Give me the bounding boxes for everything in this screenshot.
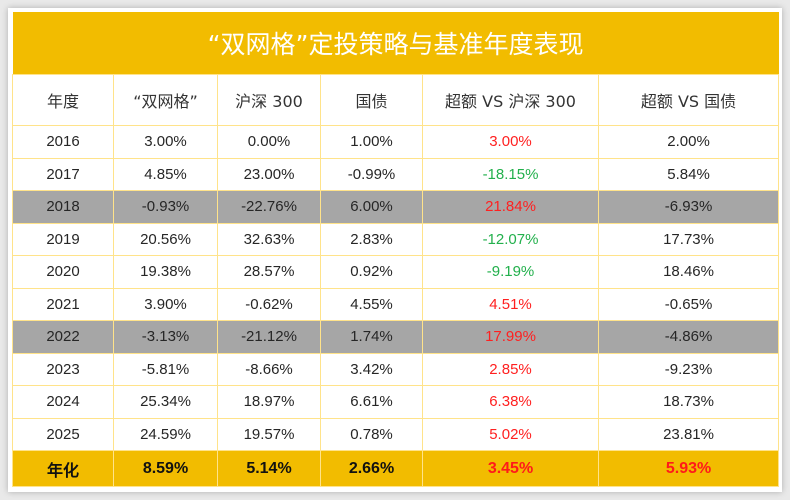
- value-cell: 2.83%: [320, 222, 423, 256]
- value-cell: 6.38%: [422, 385, 599, 419]
- value-cell: 28.57%: [217, 255, 321, 289]
- value-cell: 4.55%: [320, 287, 423, 321]
- value-cell: -0.62%: [217, 287, 321, 321]
- year-cell: 2016: [12, 125, 114, 159]
- value-cell: 23.00%: [217, 157, 321, 191]
- annualized-value: 3.45%: [422, 450, 599, 487]
- value-cell: 18.97%: [217, 385, 321, 419]
- annualized-label: 年化: [12, 450, 114, 487]
- value-cell: 5.02%: [422, 417, 599, 451]
- value-cell: 24.59%: [113, 417, 218, 451]
- value-cell: -4.86%: [597, 320, 780, 354]
- value-cell: -5.81%: [113, 352, 218, 386]
- value-cell: 5.84%: [597, 157, 780, 191]
- table-row: 2025 24.59% 19.57% 0.78% 5.02% 23.81%: [12, 417, 780, 451]
- value-cell: -9.19%: [422, 255, 599, 289]
- value-cell: 0.00%: [217, 125, 321, 159]
- value-cell: -18.15%: [422, 157, 599, 191]
- value-cell: 0.92%: [320, 255, 423, 289]
- year-cell: 2023: [12, 352, 114, 386]
- value-cell: 3.90%: [113, 287, 218, 321]
- value-cell: 18.46%: [597, 255, 780, 289]
- year-cell: 2019: [12, 222, 114, 256]
- column-header: “双网格”: [113, 74, 218, 126]
- value-cell: 23.81%: [597, 417, 780, 451]
- value-cell: -3.13%: [113, 320, 218, 354]
- value-cell: 17.73%: [597, 222, 780, 256]
- value-cell: -0.99%: [320, 157, 423, 191]
- value-cell: -8.66%: [217, 352, 321, 386]
- value-cell: -0.93%: [113, 190, 218, 224]
- value-cell: -22.76%: [217, 190, 321, 224]
- column-header: 年度: [12, 74, 114, 126]
- table-row: 2020 19.38% 28.57% 0.92% -9.19% 18.46%: [12, 255, 780, 289]
- table-row: 2018 -0.93% -22.76% 6.00% 21.84% -6.93%: [12, 190, 780, 224]
- value-cell: 19.57%: [217, 417, 321, 451]
- year-cell: 2020: [12, 255, 114, 289]
- value-cell: -21.12%: [217, 320, 321, 354]
- table-row: 2023 -5.81% -8.66% 3.42% 2.85% -9.23%: [12, 352, 780, 386]
- value-cell: 20.56%: [113, 222, 218, 256]
- table-row: 2022 -3.13% -21.12% 1.74% 17.99% -4.86%: [12, 320, 780, 354]
- value-cell: 0.78%: [320, 417, 423, 451]
- annualized-value: 2.66%: [320, 450, 423, 487]
- year-cell: 2018: [12, 190, 114, 224]
- value-cell: 19.38%: [113, 255, 218, 289]
- value-cell: -6.93%: [597, 190, 780, 224]
- value-cell: 2.85%: [422, 352, 599, 386]
- annualized-row: 年化 8.59% 5.14% 2.66% 3.45% 5.93%: [12, 450, 780, 487]
- value-cell: 2.00%: [597, 125, 780, 159]
- column-header: 国债: [320, 74, 423, 126]
- value-cell: 3.00%: [113, 125, 218, 159]
- table-row: 2021 3.90% -0.62% 4.55% 4.51% -0.65%: [12, 287, 780, 321]
- value-cell: -12.07%: [422, 222, 599, 256]
- table-row: 2019 20.56% 32.63% 2.83% -12.07% 17.73%: [12, 222, 780, 256]
- annualized-value: 8.59%: [113, 450, 218, 487]
- column-header: 超额 VS 沪深 300: [422, 74, 599, 126]
- value-cell: -9.23%: [597, 352, 780, 386]
- value-cell: 1.00%: [320, 125, 423, 159]
- annualized-value: 5.93%: [597, 450, 780, 487]
- annual-performance-table: “双网格”定投策略与基准年度表现 年度 “双网格” 沪深 300 国债 超额 VS 沪深…: [12, 12, 780, 487]
- year-cell: 2025: [12, 417, 114, 451]
- value-cell: -0.65%: [597, 287, 780, 321]
- value-cell: 32.63%: [217, 222, 321, 256]
- value-cell: 6.00%: [320, 190, 423, 224]
- header-row: 年度 “双网格” 沪深 300 国债 超额 VS 沪深 300 超额 VS 国债: [12, 74, 780, 126]
- year-cell: 2024: [12, 385, 114, 419]
- year-cell: 2017: [12, 157, 114, 191]
- table-row: 2024 25.34% 18.97% 6.61% 6.38% 18.73%: [12, 385, 780, 419]
- value-cell: 17.99%: [422, 320, 599, 354]
- table-row: 2017 4.85% 23.00% -0.99% -18.15% 5.84%: [12, 157, 780, 191]
- value-cell: 6.61%: [320, 385, 423, 419]
- year-cell: 2021: [12, 287, 114, 321]
- year-cell: 2022: [12, 320, 114, 354]
- column-header: 超额 VS 国债: [597, 74, 780, 126]
- value-cell: 3.00%: [422, 125, 599, 159]
- table-row: 2016 3.00% 0.00% 1.00% 3.00% 2.00%: [12, 125, 780, 159]
- value-cell: 4.85%: [113, 157, 218, 191]
- value-cell: 1.74%: [320, 320, 423, 354]
- value-cell: 25.34%: [113, 385, 218, 419]
- column-header: 沪深 300: [217, 74, 321, 126]
- table-title: “双网格”定投策略与基准年度表现: [12, 12, 779, 75]
- value-cell: 21.84%: [422, 190, 599, 224]
- value-cell: 3.42%: [320, 352, 423, 386]
- annualized-value: 5.14%: [217, 450, 321, 487]
- value-cell: 18.73%: [597, 385, 780, 419]
- value-cell: 4.51%: [422, 287, 599, 321]
